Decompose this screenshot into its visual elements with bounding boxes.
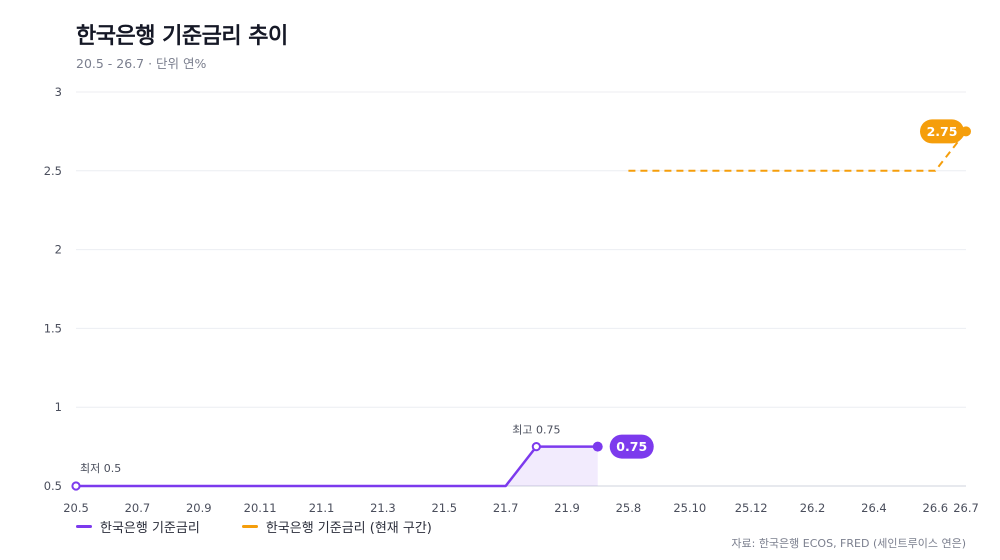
max-point-marker [531,442,541,452]
x-tick-label: 26.6 [923,501,949,515]
x-tick-label: 21.1 [309,501,335,515]
x-tick-label: 21.9 [554,501,580,515]
end-badge-current-rate [920,119,964,144]
area-fill-rate [505,446,598,486]
y-tick-label: 2.5 [44,164,62,178]
x-tick-label: 21.5 [431,501,457,515]
legend-swatch-orange [241,525,258,528]
x-tick-label: 25.8 [616,501,642,515]
x-tick-label: 20.7 [125,501,151,515]
series-line-rate [76,445,598,488]
chart-source: 자료: 한국은행 ECOS, FRED (세인트루이스 연은) [731,537,966,550]
x-tick-label: 25.10 [673,501,706,515]
end-badge-rate [609,434,654,459]
y-tick-label: 2 [55,243,62,257]
min-point-marker [71,481,81,491]
end-badge-rate-label: 0.75 [616,439,647,454]
series-end-marker-current-rate [961,126,971,137]
y-tick-label: 1.5 [44,321,62,335]
chart-subtitle: 20.5 - 26.7 · 단위 연% [76,56,207,71]
legend-item-current-rate: 한국은행 기준금리 (현재 구간) [241,517,432,536]
y-tick-label: 1 [55,400,62,414]
series-end-marker-rate [592,441,603,452]
chart-title: 한국은행 기준금리 추이 [76,24,288,49]
legend-swatch-purple [76,525,92,528]
x-tick-label: 26.4 [861,501,887,515]
legend: 한국은행 기준금리 한국은행 기준금리 (현재 구간) [76,517,432,536]
legend-item-rate: 한국은행 기준금리 [76,517,200,536]
x-tick-label: 21.7 [493,501,519,515]
x-tick-label: 20.11 [244,501,277,515]
annotation-max: 최고 0.75 [512,424,560,437]
annotation-min: 최저 0.5 [80,462,121,475]
legend-label-rate: 한국은행 기준금리 [100,521,200,536]
x-tick-label: 26.7 [953,501,979,515]
series-line-current-rate [628,130,967,172]
end-badge-current-rate-label: 2.75 [927,124,958,139]
y-tick-label: 3 [55,85,62,99]
x-tick-label: 25.12 [735,501,768,515]
x-tick-label: 26.2 [800,501,826,515]
y-tick-label: 0.5 [44,479,62,493]
x-tick-label: 20.9 [186,501,212,515]
x-tick-label: 21.3 [370,501,396,515]
x-tick-label: 20.5 [63,501,89,515]
legend-label-current-rate: 한국은행 기준금리 (현재 구간) [265,521,432,536]
